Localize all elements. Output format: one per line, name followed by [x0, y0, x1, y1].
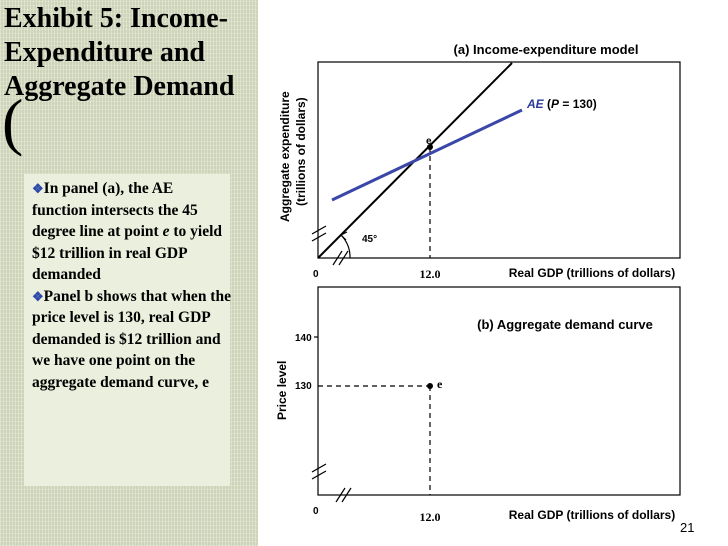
slide-number: 21: [680, 520, 695, 535]
panel-a-angle-arrow: [339, 231, 348, 241]
panel-a-ylabel-line1: Aggregate expenditure: [278, 91, 292, 222]
panel-a-ylabel-line2: (trillions of dollars): [294, 97, 308, 206]
panel-a-x-break-1: [332, 250, 343, 266]
panel-b-y-tick-130: 130: [295, 381, 312, 392]
panel-b-frame: [317, 286, 681, 496]
bullet-1-point-e: e: [162, 223, 170, 240]
panel-a-x-break-2: [338, 250, 349, 266]
panel-b-ylabel-text: Price level: [275, 361, 289, 420]
decorative-bracket: (: [2, 86, 24, 157]
panel-b-origin-label: 0: [313, 506, 319, 517]
panel-a-point-e: [427, 144, 433, 150]
panel-b-x-break-1: [335, 487, 346, 503]
bullet-1-text-a: In panel (a), the AE function intersects…: [32, 180, 198, 240]
panel-b-point-label: e: [437, 377, 443, 391]
panel-b-x-tick-12: 12.0: [420, 510, 441, 524]
title-line-1: Exhibit 5: Income-: [4, 3, 228, 34]
bullet-textbox: [24, 174, 230, 486]
panel-a-x-tick-12: 12.0: [420, 267, 441, 281]
panel-b-y-break-2: [311, 470, 327, 480]
panel-a-point-label: e: [426, 136, 432, 147]
panel-a-x-label: Real GDP (trillions of dollars): [509, 266, 675, 280]
panel-a-ae-line: [331, 108, 523, 202]
bullet-list: ❖In panel (a), the AE function intersect…: [32, 178, 232, 393]
panel-a-angle-label: 45°: [362, 234, 377, 245]
diamond-bullet-icon: ❖: [32, 181, 44, 196]
panel-b-y-break-1: [311, 463, 327, 473]
panel-a-title: (a) Income-expenditure model: [454, 42, 639, 57]
bullet-2-text: Panel b shows that when the price level …: [32, 287, 231, 391]
panel-b-point-e: [427, 383, 433, 389]
panel-a-ae-label: AE (P = 130): [526, 97, 597, 111]
title-line-2: Expenditure and: [4, 37, 205, 68]
bullet-item-1: ❖In panel (a), the AE function intersect…: [32, 178, 232, 286]
diamond-bullet-icon: ❖: [32, 288, 44, 304]
bullet-item-2: ❖Panel b shows that when the price level…: [32, 286, 232, 394]
panel-b-y-tick-140: 140: [295, 333, 312, 344]
slide-title: Exhibit 5: Income- Expenditure and Aggre…: [4, 2, 254, 104]
panel-b-x-label: Real GDP (trillions of dollars): [509, 508, 675, 522]
bullet-1-text-b: to yield $12 trillion in real GDP demand…: [32, 223, 223, 283]
panel-b-title: (b) Aggregate demand curve: [477, 317, 653, 332]
panel-a-y-break-1: [311, 225, 327, 235]
panel-a-frame: [317, 61, 681, 259]
panel-a-origin-label: 0: [313, 269, 319, 280]
panel-b-y-label: Price level: [275, 361, 289, 420]
panel-b-x-break-2: [341, 487, 352, 503]
title-line-3: Aggregate Demand: [4, 71, 235, 102]
panel-a-y-break-2: [311, 232, 327, 242]
panel-a-y-label: Aggregate expenditure (trillions of doll…: [278, 91, 308, 222]
